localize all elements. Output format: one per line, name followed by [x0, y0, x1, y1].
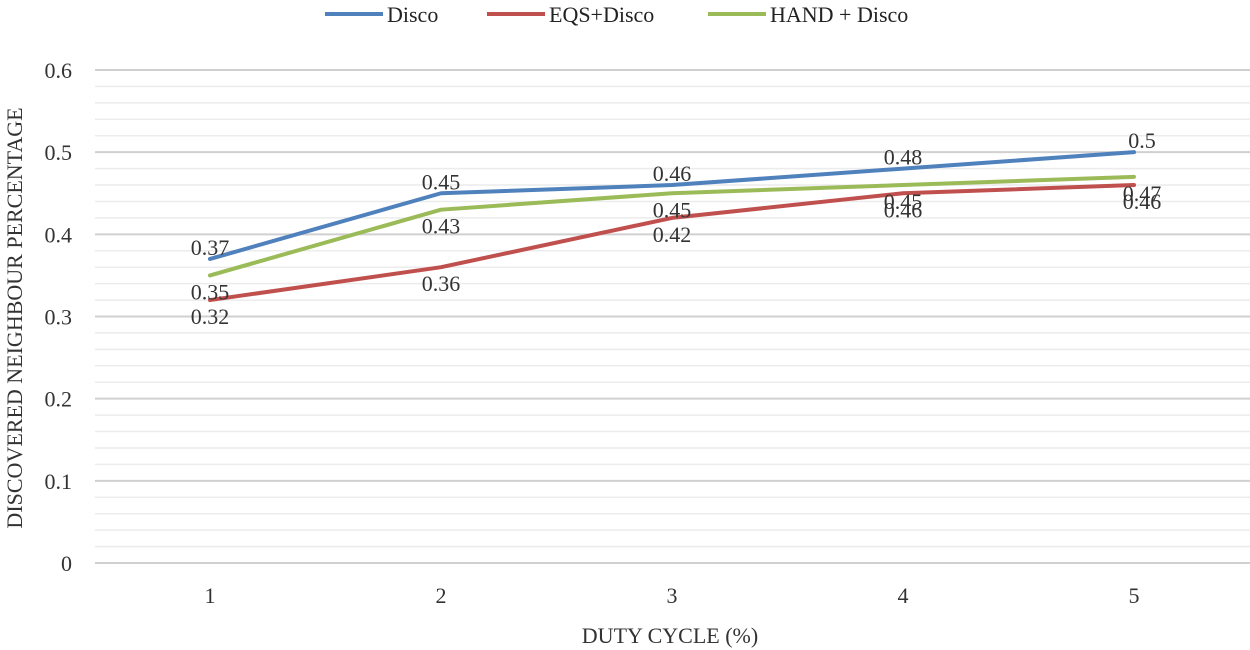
x-tick-label: 1: [205, 583, 216, 608]
data-label: 0.46: [653, 161, 692, 186]
legend-label: Disco: [387, 2, 438, 27]
legend-label: EQS+Disco: [549, 2, 654, 27]
series-line-hand-disco: [208, 174, 1136, 278]
y-tick-label: 0.4: [45, 222, 73, 247]
legend-label: HAND + Disco: [770, 2, 908, 27]
x-tick-label: 4: [898, 583, 909, 608]
data-label: 0.43: [422, 214, 461, 239]
data-label: 0.35: [191, 279, 230, 304]
gridlines: [95, 69, 1250, 564]
x-tick-label: 5: [1129, 583, 1140, 608]
y-axis-ticks: 0 0.1 0.2 0.3 0.4 0.5 0.6: [45, 58, 73, 576]
y-tick-label: 0.2: [45, 387, 73, 412]
x-axis-ticks: 1 2 3 4 5: [205, 583, 1140, 608]
y-tick-label: 0.3: [45, 305, 73, 330]
data-label: 0.48: [884, 145, 923, 170]
data-label: 0.32: [191, 304, 230, 329]
y-tick-label: 0.5: [45, 140, 73, 165]
data-label: 0.45: [422, 169, 461, 194]
data-label: 0.42: [653, 222, 692, 247]
data-label: 0.47: [1123, 181, 1162, 206]
y-tick-label: 0.1: [45, 469, 73, 494]
data-label: 0.5: [1128, 128, 1156, 153]
series-lines: [208, 150, 1136, 303]
data-labels: 0.370.45 0.460.480.50.320.360.420.46 0.460…: [191, 128, 1162, 329]
series-line-eqs-disco: [208, 183, 1136, 303]
data-label: 0.36: [422, 271, 461, 296]
x-axis-title: DUTY CYCLE (%): [582, 623, 758, 648]
data-label: 0.45: [653, 197, 692, 222]
data-label: 0.46: [1123, 189, 1162, 214]
legend: Disco EQS+Disco HAND + Disco: [325, 2, 908, 27]
x-tick-label: 2: [436, 583, 447, 608]
data-label: 0.46: [884, 197, 923, 222]
y-axis-title: DISCOVERED NEIGHBOUR PERCENTAGE: [2, 107, 27, 528]
y-tick-label: 0.6: [45, 58, 73, 83]
data-label: 0.45: [884, 189, 923, 214]
data-label: 0.37: [191, 235, 230, 260]
series-line-disco: [208, 150, 1136, 261]
y-tick-label: 0: [61, 551, 72, 576]
x-tick-label: 3: [667, 583, 678, 608]
